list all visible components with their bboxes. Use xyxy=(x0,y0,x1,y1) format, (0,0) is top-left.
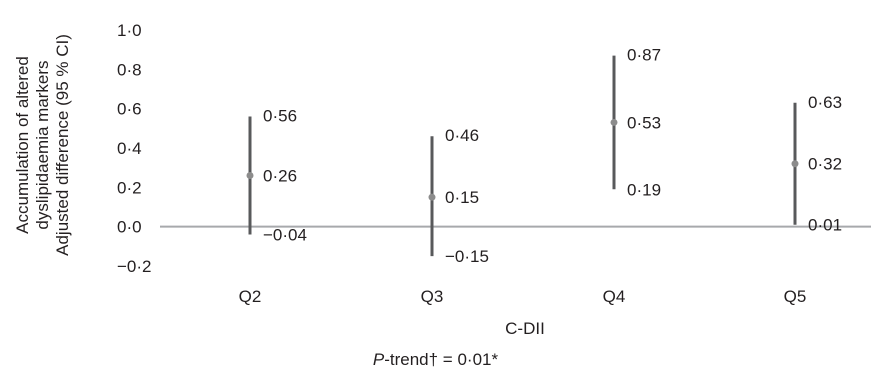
y-axis-title-line: Accumulation of altered xyxy=(13,56,32,234)
y-axis-ticks: 1·0 0·8 0·6 0·4 0·2 0·0 −0·2 xyxy=(117,21,152,276)
p-trend-italic-p: P xyxy=(372,350,385,369)
estimate-label: 0·32 xyxy=(808,155,842,174)
y-axis-title: Accumulation of altered dyslipidaemia mar… xyxy=(13,34,72,256)
lower-ci-label: 0·19 xyxy=(627,180,661,199)
x-axis-ticks: Q2 Q3 Q4 Q5 xyxy=(239,287,807,306)
y-tick-label: 0·8 xyxy=(117,60,142,79)
estimate-point xyxy=(791,160,799,168)
x-tick-label: Q5 xyxy=(784,287,807,306)
error-bars: 0·56 0·26 −0·04 0·46 0·15 −0·15 0·87 0·53 0·19 0·… xyxy=(246,46,842,266)
estimate-label: 0·53 xyxy=(627,113,661,132)
x-tick-label: Q2 xyxy=(239,287,262,306)
y-axis-title-line: dyslipidaemia markers xyxy=(33,60,52,229)
chart: Accumulation of altered dyslipidaemia mar… xyxy=(13,21,871,338)
estimate-point xyxy=(428,193,436,201)
y-tick-label: 0·6 xyxy=(117,100,142,119)
y-tick-label: 1·0 xyxy=(117,21,142,40)
y-tick-label: 0·0 xyxy=(117,218,142,237)
p-trend-rest: -trend† = 0·01* xyxy=(384,350,499,369)
lower-ci-label: −0·04 xyxy=(263,226,307,245)
y-tick-label: −0·2 xyxy=(117,257,152,276)
upper-ci-label: 0·87 xyxy=(627,46,661,65)
y-tick-label: 0·2 xyxy=(117,178,142,197)
x-tick-label: Q4 xyxy=(603,287,626,306)
x-axis-title: C-DII xyxy=(505,319,545,338)
estimate-point xyxy=(246,172,254,180)
x-tick-label: Q3 xyxy=(421,287,444,306)
y-tick-label: 0·4 xyxy=(117,139,142,158)
estimate-point xyxy=(610,118,618,126)
upper-ci-label: 0·56 xyxy=(263,107,297,126)
p-trend-footnote: P-trend† = 0·01* xyxy=(0,350,871,370)
upper-ci-label: 0·46 xyxy=(445,126,479,145)
lower-ci-label: 0·01 xyxy=(808,216,842,235)
estimate-label: 0·26 xyxy=(263,167,297,186)
upper-ci-label: 0·63 xyxy=(808,93,842,112)
estimate-label: 0·15 xyxy=(445,188,479,207)
lower-ci-label: −0·15 xyxy=(445,247,489,266)
y-axis-title-line: Adjusted difference (95 % CI) xyxy=(53,34,72,256)
